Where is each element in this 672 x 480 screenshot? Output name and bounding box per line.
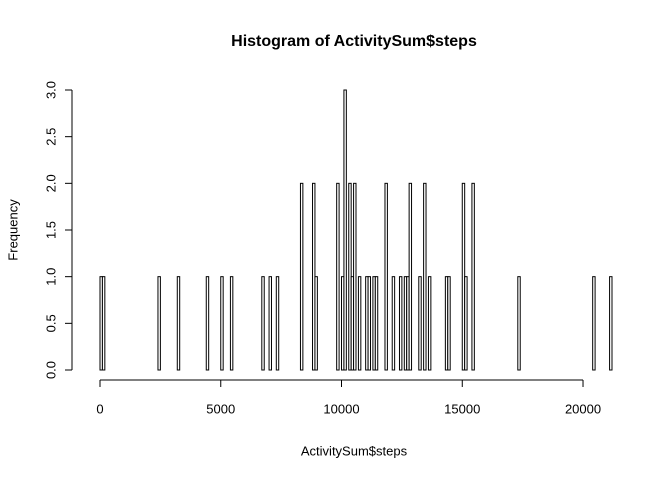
bar: [447, 276, 451, 371]
bar: [408, 182, 413, 371]
bar: [343, 89, 347, 371]
x-tick-label: 10000: [323, 401, 359, 416]
y-tick-label: 0.0: [43, 361, 58, 379]
y-tick-label: 0.5: [43, 314, 58, 332]
y-tick-label: 2.0: [43, 174, 58, 192]
y-tick-label: 3.0: [43, 81, 58, 99]
y-tick-label: 1.5: [43, 221, 58, 239]
x-axis-label: ActivitySum$steps: [301, 443, 408, 458]
x-tick-label: 15000: [444, 401, 480, 416]
bar: [357, 276, 362, 371]
x-tick-label: 5000: [206, 401, 235, 416]
bar: [418, 276, 422, 371]
bar: [268, 276, 272, 371]
bar: [353, 182, 357, 371]
bar: [398, 276, 403, 371]
bar: [374, 276, 379, 371]
bar: [157, 276, 161, 371]
bar: [609, 276, 613, 371]
bar: [423, 182, 427, 371]
bar: [384, 182, 388, 371]
y-tick-label: 1.0: [43, 268, 58, 286]
bar: [275, 276, 280, 371]
bar: [592, 276, 596, 371]
bar: [261, 276, 265, 371]
x-tick-label: 0: [96, 401, 103, 416]
bar: [517, 276, 521, 371]
bar: [471, 182, 475, 371]
y-tick-label: 2.5: [43, 128, 58, 146]
bar: [299, 182, 304, 371]
bar: [205, 276, 210, 371]
bar: [176, 276, 181, 371]
x-tick-label: 20000: [565, 401, 601, 416]
bar: [101, 276, 106, 371]
bar: [336, 182, 340, 371]
chart-title: Histogram of ActivitySum$steps: [231, 33, 477, 50]
bar: [427, 276, 432, 371]
bar: [229, 276, 234, 371]
bar: [220, 276, 224, 371]
bar: [391, 276, 396, 371]
bar: [367, 276, 371, 371]
bar: [314, 276, 318, 371]
y-axis-label: Frequency: [5, 199, 20, 261]
bar: [464, 276, 468, 371]
